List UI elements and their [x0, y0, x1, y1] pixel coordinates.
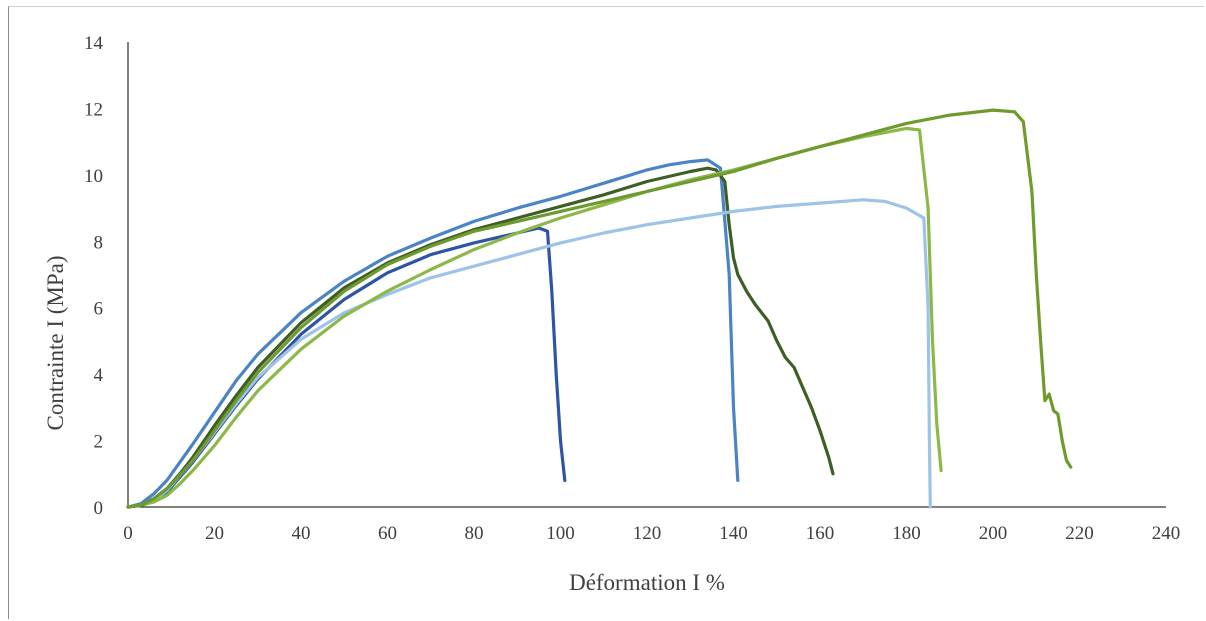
- x-tick-label: 160: [806, 523, 835, 544]
- x-tick-label: 140: [719, 523, 748, 544]
- series-line-5: [126, 126, 943, 509]
- tick-labels: 0 20 40 60 80 100 120 140 160 180 200 220 240 0 2 4 6 8 10…: [84, 33, 1180, 544]
- series-line-6: [126, 108, 1073, 509]
- x-tick-label: 80: [465, 523, 484, 544]
- y-tick-label: 0: [94, 498, 104, 519]
- y-tick-label: 8: [94, 232, 104, 253]
- series-line-2: [126, 158, 740, 509]
- x-tick-label: 200: [979, 523, 1008, 544]
- y-tick-label: 14: [84, 33, 104, 54]
- y-tick-label: 12: [84, 99, 103, 120]
- y-tick-label: 4: [94, 365, 104, 386]
- series-lines: [126, 108, 1073, 509]
- x-tick-label: 100: [546, 523, 575, 544]
- y-tick-label: 10: [84, 166, 103, 187]
- series-line-1: [126, 226, 567, 509]
- x-tick-label: 40: [292, 523, 311, 544]
- x-tick-label: 220: [1065, 523, 1094, 544]
- x-tick-label: 120: [633, 523, 662, 544]
- series-line-3: [126, 166, 835, 509]
- y-axis-title: Contrainte I (MPa): [43, 255, 68, 430]
- chart-frame: [8, 6, 1204, 619]
- y-tick-label: 6: [94, 299, 104, 320]
- x-axis-title: Déformation I %: [569, 570, 725, 595]
- y-tick-label: 2: [94, 432, 104, 453]
- x-tick-label: 20: [205, 523, 224, 544]
- x-tick-label: 60: [378, 523, 397, 544]
- x-tick-label: 240: [1152, 523, 1181, 544]
- x-tick-label: 180: [892, 523, 921, 544]
- x-tick-label: 0: [123, 523, 133, 544]
- series-line-4: [126, 198, 932, 509]
- axes: [127, 42, 1166, 508]
